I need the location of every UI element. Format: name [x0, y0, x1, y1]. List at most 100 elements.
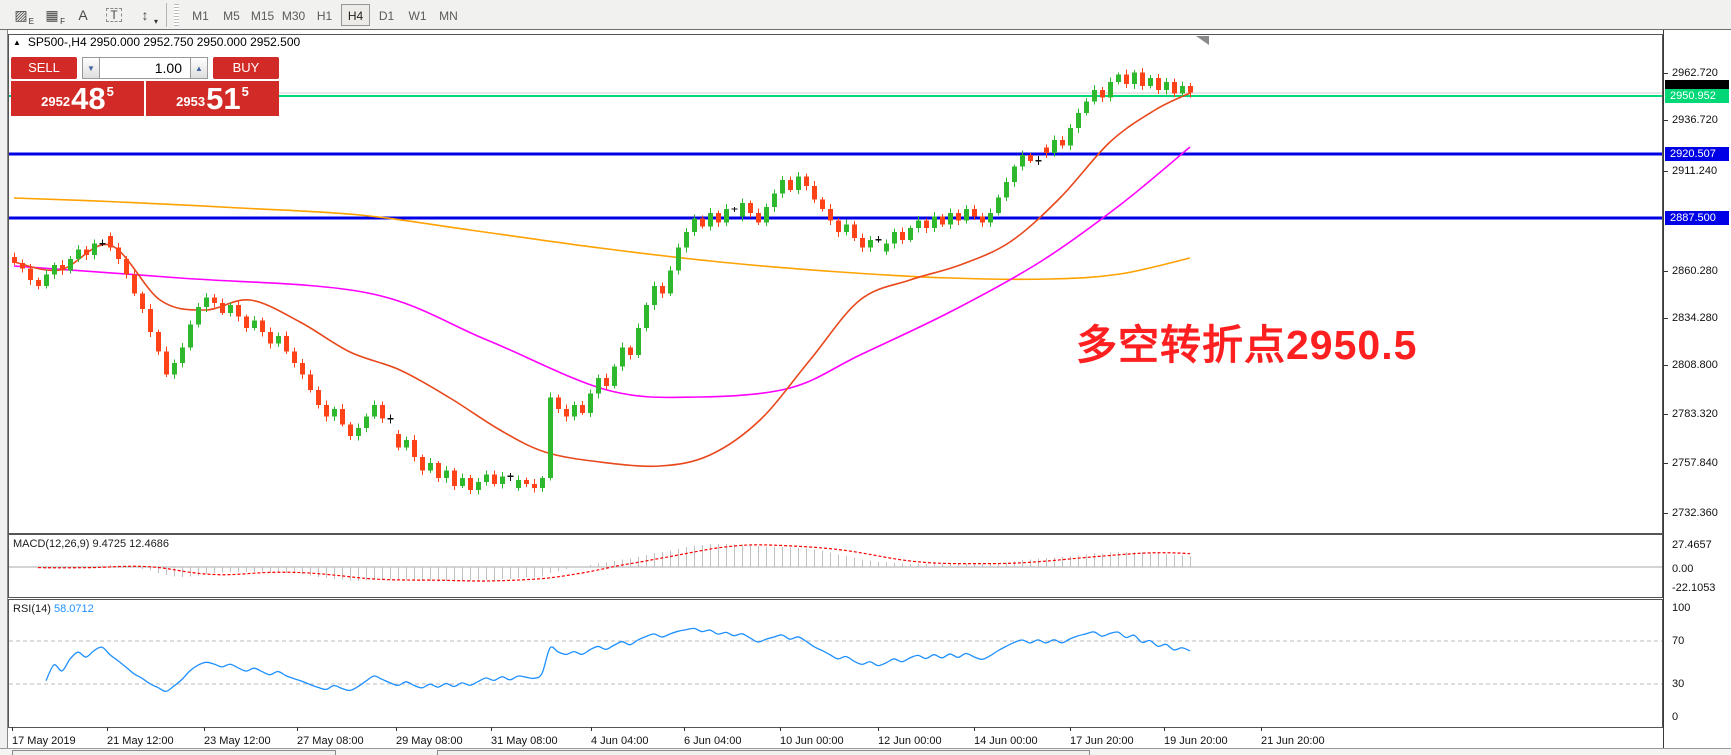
- caret-up-icon: ▲: [195, 63, 203, 73]
- time-tick-mark: [974, 727, 975, 731]
- timeframe-button-h1[interactable]: H1: [316, 8, 333, 23]
- volume-input[interactable]: 1.00: [100, 57, 190, 79]
- time-tick-mark: [878, 727, 879, 731]
- macd-name: MACD(12,26,9): [13, 538, 90, 550]
- level-label: 2887.500: [1665, 211, 1729, 225]
- timeframe-button-m30[interactable]: M30: [281, 8, 306, 23]
- price-tick-label: 2860.280: [1672, 265, 1718, 277]
- bottom-window-strip: [0, 748, 1731, 755]
- time-tick-label: 12 Jun 00:00: [878, 735, 942, 747]
- time-tick-label: 14 Jun 00:00: [974, 735, 1038, 747]
- time-tick-mark: [780, 727, 781, 731]
- timeframe-button-d1[interactable]: D1: [378, 8, 395, 23]
- time-tick-label: 31 May 08:00: [491, 735, 558, 747]
- macd-indicator-label: MACD(12,26,9) 9.4725 12.4686: [13, 538, 169, 550]
- buy-price-prefix: 2953: [176, 94, 206, 109]
- volume-increase-button[interactable]: ▲: [190, 57, 208, 79]
- buy-button[interactable]: BUY: [213, 57, 279, 79]
- rsi-value: 58.0712: [53, 603, 94, 615]
- text-label-icon-glyph: A: [78, 6, 88, 23]
- collapse-triangle-icon[interactable]: ▲: [13, 38, 21, 47]
- trade-panel-controls: SELL ▼ 1.00 ▲ BUY: [11, 57, 279, 79]
- text-box-icon-glyph: T: [106, 7, 122, 22]
- arrows-tool-icon-sub: ▾: [153, 16, 158, 26]
- time-tick-label: 19 Jun 20:00: [1164, 735, 1228, 747]
- chart-symbol-title[interactable]: ▲ SP500-,H4 2950.000 2952.750 2950.000 29…: [13, 35, 300, 49]
- price-tick-label: 2936.720: [1672, 114, 1718, 126]
- indicator-style-icon-glyph: ▨: [14, 6, 28, 23]
- toolbar: ▨ E ▦ F A T ↕ ▾ M1 M5 M15 M30 H1 H4 D1 W1 MN: [0, 0, 1731, 30]
- time-axis[interactable]: 17 May 2019 21 May 12:00 23 May 12:00 27 Ma…: [0, 727, 1663, 748]
- price-tick-label: 2783.320: [1672, 408, 1718, 420]
- candles-layer: [12, 67, 1193, 495]
- timeframe-button-mn[interactable]: MN: [439, 8, 458, 23]
- timeframe-button-m1[interactable]: M1: [192, 8, 209, 23]
- time-tick-label: 4 Jun 04:00: [591, 735, 649, 747]
- trade-panel-prices: 2952 48 5 2953 51 5: [11, 81, 279, 116]
- price-tick-label: 2911.240: [1672, 165, 1718, 177]
- sell-price-point: 5: [106, 84, 114, 99]
- time-tick-mark: [204, 727, 205, 731]
- time-tick-mark: [1070, 727, 1071, 731]
- time-tick-label: 29 May 08:00: [396, 735, 463, 747]
- chart-annotation-text: 多空转折点2950.5: [1076, 322, 1418, 368]
- timeframe-button-h4[interactable]: H4: [341, 3, 370, 26]
- indicator-style-icon-sub: E: [28, 16, 34, 26]
- rsi-line: [45, 627, 1191, 692]
- text-label-icon[interactable]: A: [70, 3, 96, 27]
- indicator-axis-label: 27.4657: [1672, 539, 1712, 551]
- price-tick-label: 2757.840: [1672, 457, 1718, 469]
- time-tick-label: 27 May 08:00: [297, 735, 364, 747]
- time-tick-mark: [12, 727, 13, 731]
- price-tick-mark: [1664, 463, 1668, 464]
- indicator-axis-label: -22.1053: [1672, 582, 1716, 594]
- rsi-name: RSI(14): [13, 603, 51, 615]
- time-tick-label: 17 Jun 20:00: [1070, 735, 1134, 747]
- time-tick-label: 23 May 12:00: [204, 735, 271, 747]
- sell-button[interactable]: SELL: [11, 57, 77, 79]
- text-box-icon[interactable]: T: [101, 3, 127, 27]
- ma-medium-magenta: [13, 146, 1191, 399]
- docked-window-edge: [12, 750, 336, 755]
- price-tick-mark: [1664, 171, 1668, 172]
- time-tick-label: 21 May 12:00: [107, 735, 174, 747]
- main-pane: [9, 92, 1662, 468]
- sell-price-pips: 48: [71, 81, 106, 116]
- time-tick-mark: [684, 727, 685, 731]
- grid-icon-sub: F: [60, 16, 65, 26]
- indicator-style-icon[interactable]: ▨ E: [8, 3, 34, 27]
- caret-down-icon: ▼: [87, 63, 95, 73]
- sell-price[interactable]: 2952 48 5: [11, 81, 146, 116]
- timeframe-button-w1[interactable]: W1: [408, 8, 427, 23]
- docked-window-edge: [437, 750, 1090, 755]
- toolbar-grip[interactable]: [174, 3, 179, 26]
- price-axis[interactable]: 2962.720 2936.720 2911.240 2860.280 2834.280…: [1663, 30, 1731, 748]
- chart-window: ▲ SP500-,H4 2950.000 2952.750 2950.000 29…: [0, 30, 1731, 755]
- buy-price[interactable]: 2953 51 5: [146, 81, 279, 116]
- volume-decrease-button[interactable]: ▼: [82, 57, 100, 79]
- time-tick-mark: [297, 727, 298, 731]
- timeframe-button-m5[interactable]: M5: [223, 8, 240, 23]
- symbol-title-text: SP500-,H4 2950.000 2952.750 2950.000 295…: [27, 35, 301, 49]
- grid-icon[interactable]: ▦ F: [39, 3, 65, 27]
- timeframe-button-m15[interactable]: M15: [250, 8, 275, 23]
- price-tick-mark: [1664, 271, 1668, 272]
- timeframe-buttons: M1 M5 M15 M30 H1 H4 D1 W1 MN: [185, 3, 464, 26]
- level-label: 2920.507: [1665, 147, 1729, 161]
- price-tick-label: 2808.800: [1672, 359, 1718, 371]
- time-tick-label: 17 May 2019: [12, 735, 76, 747]
- price-tick-mark: [1664, 73, 1668, 74]
- time-tick-mark: [1164, 727, 1165, 731]
- chart-shift-marker: [1196, 36, 1209, 45]
- bid-price-label: 2950.952: [1665, 89, 1729, 103]
- buy-price-point: 5: [241, 84, 249, 99]
- time-tick-mark: [1261, 727, 1262, 731]
- chart-canvas[interactable]: [0, 30, 1731, 755]
- indicator-axis-label: 30: [1672, 678, 1685, 690]
- toolbar-separator: [166, 2, 167, 27]
- time-tick-mark: [491, 727, 492, 731]
- one-click-trade-panel: SELL ▼ 1.00 ▲ BUY 2952 48 5 2953 51 5: [11, 57, 279, 116]
- arrows-tool-icon[interactable]: ↕ ▾: [132, 3, 159, 27]
- buy-price-pips: 51: [206, 81, 241, 116]
- time-tick-label: 10 Jun 00:00: [780, 735, 844, 747]
